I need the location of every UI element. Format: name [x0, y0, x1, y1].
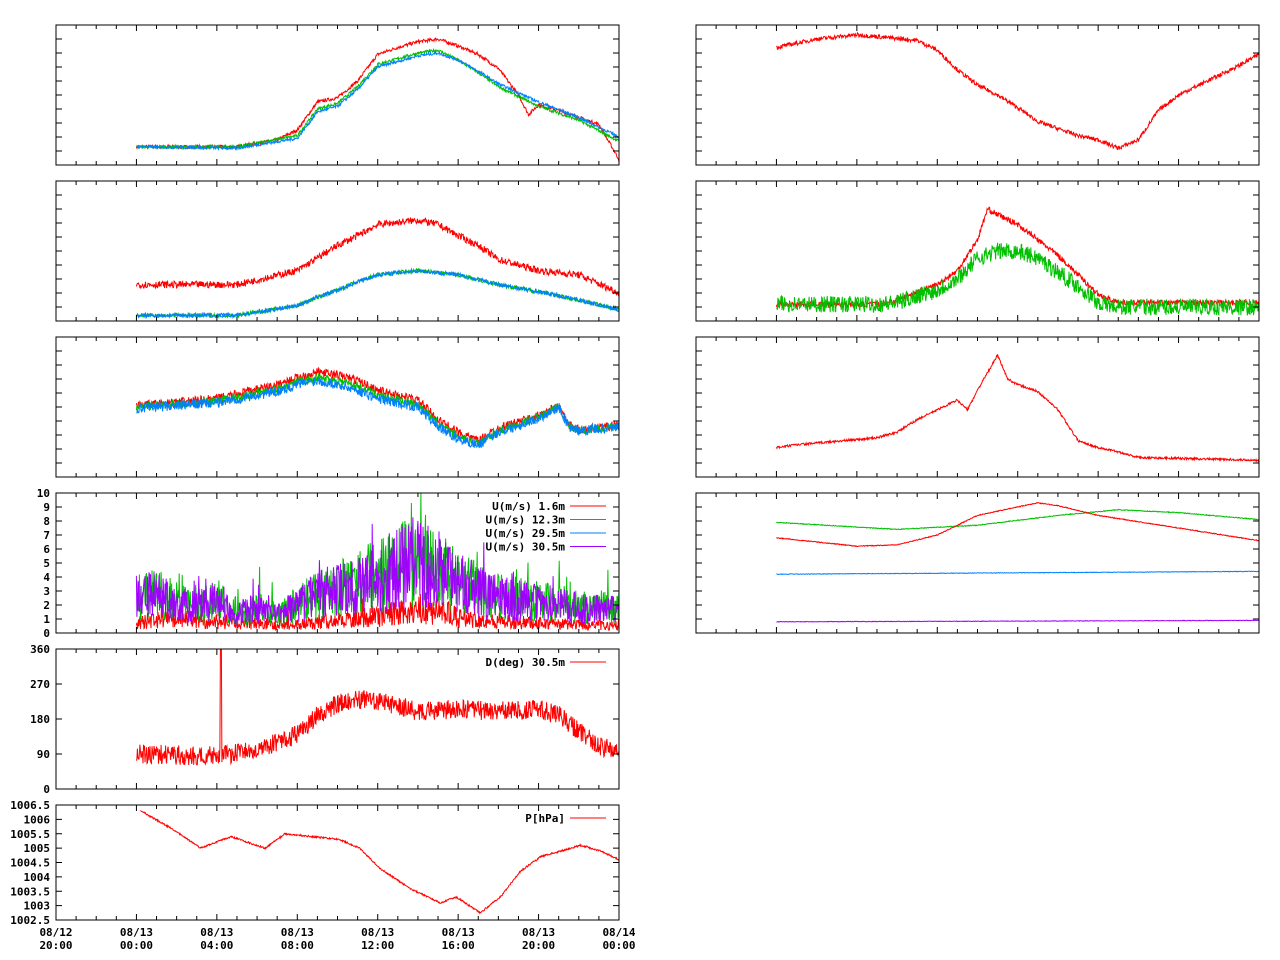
y-tick-label: 4	[43, 571, 50, 584]
y-tick-label: 1005	[24, 842, 51, 855]
series-line-R4-3	[776, 619, 1260, 623]
series-line-R4-0	[776, 508, 1259, 531]
y-tick-label: 180	[30, 713, 50, 726]
y-tick-label: 1	[43, 613, 50, 626]
y-tick-label: 3	[43, 585, 50, 598]
series-line-R1-0	[776, 31, 1260, 151]
legend-label: U(m/s) 30.5m	[486, 541, 566, 554]
series-line-L1-0	[135, 37, 620, 162]
panel-D: 0 90 180 270 360 D(deg) 30.5m	[30, 643, 620, 796]
y-tick-label: 90	[37, 748, 50, 761]
y-tick-label: 1003.5	[10, 885, 50, 898]
y-tick-label: 1002.5	[10, 914, 50, 927]
series-line-U-0	[135, 594, 620, 632]
y-tick-label: 1004	[24, 871, 51, 884]
series-line-R2-1	[776, 242, 1260, 316]
panel-R2	[695, 180, 1260, 322]
x-tick-label: 04:00	[200, 939, 233, 952]
series-line-L1-2	[136, 50, 620, 152]
panel-R1	[695, 24, 1260, 166]
x-tick-label: 08/13	[442, 926, 475, 939]
y-tick-label: 0	[43, 783, 50, 796]
y-tick-label: 1004.5	[10, 857, 50, 870]
series-line-D-0	[135, 648, 620, 766]
series-line-L1-1	[136, 47, 620, 151]
legend-label: D(deg) 30.5m	[486, 656, 566, 669]
y-tick-label: 7	[43, 529, 50, 542]
y-tick-label: 1005.5	[10, 828, 50, 841]
x-tick-label: 08/13	[120, 926, 153, 939]
x-tick-label: 16:00	[442, 939, 475, 952]
panel-L2	[55, 180, 620, 322]
x-tick-label: 08:00	[281, 939, 314, 952]
legend-label: P[hPa]	[525, 812, 565, 825]
y-tick-label: 8	[43, 515, 50, 528]
legend-label: U(m/s) 12.3m	[486, 514, 566, 527]
plot-frame	[695, 492, 1260, 634]
series-line-R3-0	[775, 354, 1260, 463]
y-tick-label: 360	[30, 643, 50, 656]
plot-frame	[695, 336, 1260, 478]
panel-L3	[55, 336, 620, 478]
panel-R3	[695, 336, 1260, 478]
x-tick-label: 08/14	[602, 926, 635, 939]
series-line-R4-2	[776, 570, 1260, 576]
x-tick-label: 08/13	[281, 926, 314, 939]
x-tick-label: 00:00	[120, 939, 153, 952]
x-tick-label: 08/12	[39, 926, 72, 939]
x-tick-label: 20:00	[39, 939, 72, 952]
x-tick-label: 08/13	[522, 926, 555, 939]
y-tick-label: 1006	[24, 813, 51, 826]
y-tick-label: 270	[30, 678, 50, 691]
series-line-R2-0	[775, 206, 1260, 309]
series-line-R4-1	[776, 502, 1259, 548]
plot-frame	[55, 24, 620, 166]
series-line-L3-0	[135, 366, 620, 444]
y-tick-label: 2	[43, 599, 50, 612]
x-tick-label: 08/13	[200, 926, 233, 939]
x-tick-label: 08/13	[361, 926, 394, 939]
plot-frame	[55, 648, 620, 790]
legend-label: U(m/s) 1.6m	[492, 500, 565, 513]
series-line-L2-2	[135, 267, 620, 320]
panel-R4	[695, 492, 1260, 634]
plot-frame	[55, 180, 620, 322]
series-line-L2-0	[135, 217, 620, 297]
x-tick-label: 12:00	[361, 939, 394, 952]
y-tick-label: 0	[43, 627, 50, 640]
panel-L1	[55, 24, 620, 166]
series-line-U-3	[135, 517, 620, 626]
y-tick-label: 6	[43, 543, 50, 556]
y-tick-label: 5	[43, 557, 50, 570]
y-tick-label: 1006.5	[10, 799, 50, 812]
y-tick-label: 9	[43, 501, 50, 514]
x-tick-label: 00:00	[602, 939, 635, 952]
y-tick-label: 1003	[24, 900, 51, 913]
x-tick-label: 20:00	[522, 939, 555, 952]
series-line-L3-2	[136, 377, 620, 449]
legend-label: U(m/s) 29.5m	[486, 527, 566, 540]
y-tick-label: 10	[37, 487, 50, 500]
series-line-P-0	[140, 810, 620, 915]
